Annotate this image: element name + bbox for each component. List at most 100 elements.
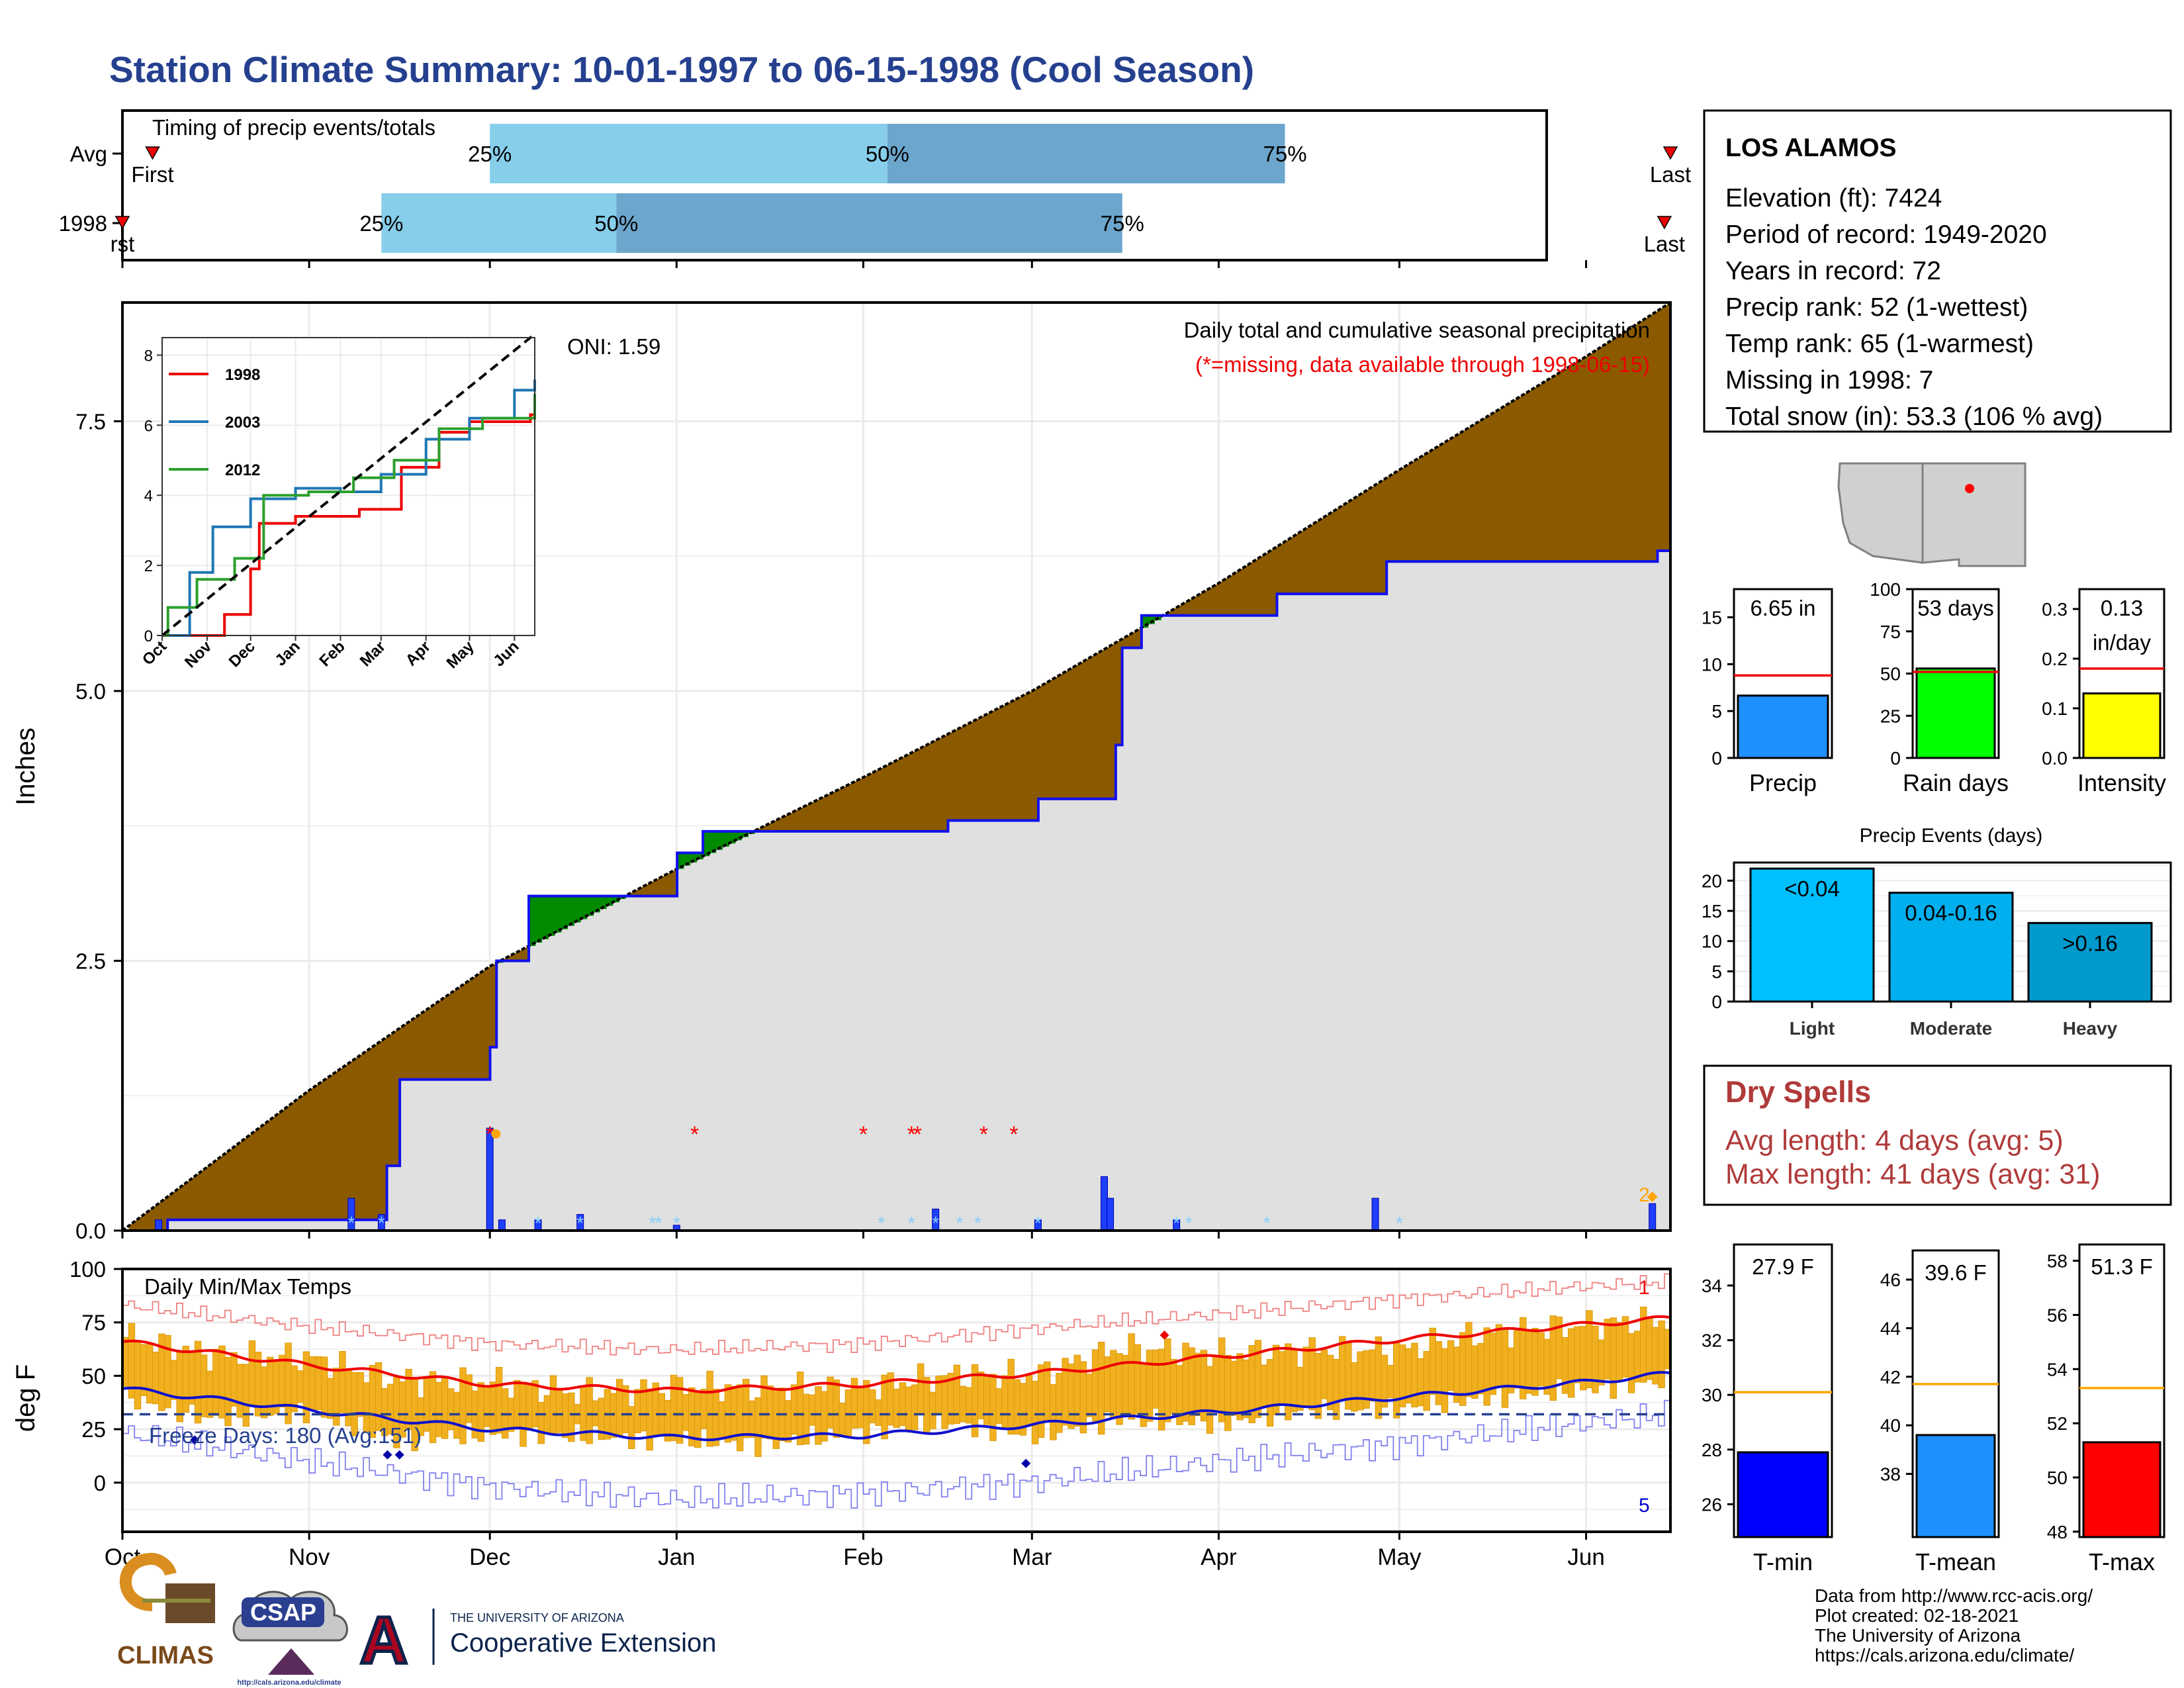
daily-temp-range-bar <box>134 1342 142 1410</box>
record-low-count: 5 <box>1639 1495 1650 1517</box>
record-high-count: 1 <box>1639 1277 1650 1299</box>
daily-temp-range-bar <box>1056 1372 1063 1433</box>
daily-temp-range-bar <box>1152 1349 1160 1409</box>
daily-temp-range-bar <box>1230 1360 1238 1416</box>
precip-events-frame-top <box>1733 861 2172 1003</box>
temp-y-tick-label: 100 <box>69 1257 106 1282</box>
temp-stat-label: T-max <box>2089 1548 2155 1575</box>
precip-event-category-label: Heavy <box>2063 1018 2118 1039</box>
missing-data-marker: * <box>486 1122 494 1147</box>
daily-temp-range-bar <box>435 1382 443 1437</box>
daily-temp-range-bar <box>285 1342 292 1425</box>
snow-marker: * <box>347 1213 355 1233</box>
daily-temp-range-bar <box>796 1372 804 1446</box>
temp-y-tick-label: 25 <box>81 1417 106 1442</box>
daily-temp-range-bar <box>260 1366 268 1419</box>
temp-x-tick-label: Jun <box>1567 1544 1604 1570</box>
daily-temp-range-bar <box>1266 1359 1274 1427</box>
temp-stat-bar-t-max <box>2082 1441 2161 1538</box>
temp-stat-y-tick-label: 56 <box>2047 1305 2068 1325</box>
dry-spells-max: Max length: 41 days (avg: 31) <box>1725 1158 2100 1190</box>
precip-panel-frame <box>121 301 1672 1232</box>
timing-label-25: 25% <box>359 211 403 236</box>
last-event-label: Last <box>1650 162 1691 187</box>
daily-temp-range-bar <box>899 1382 907 1427</box>
daily-temp-range-bar <box>1050 1383 1057 1440</box>
daily-temp-range-bar <box>1429 1327 1436 1395</box>
inset-y-tick-label: 2 <box>144 557 153 575</box>
daily-temp-range-bar <box>1001 1375 1009 1430</box>
daily-temp-range-bar <box>170 1360 177 1400</box>
daily-temp-range-bar <box>1658 1320 1665 1388</box>
daily-temp-range-bar <box>682 1394 690 1431</box>
stat-y-tick-label: 5 <box>1711 701 1722 722</box>
stat-value-label: 0.13 <box>2101 596 2143 620</box>
first-event-marker <box>114 216 130 230</box>
temp-x-tick-label: Feb <box>843 1544 883 1570</box>
daily-temp-range-bar <box>1206 1366 1214 1434</box>
daily-temp-range-bar <box>749 1400 756 1438</box>
daily-temp-range-bar <box>514 1380 521 1427</box>
daily-temp-range-bar <box>279 1354 286 1408</box>
daily-temp-range-bar <box>718 1401 726 1438</box>
daily-temp-range-bar <box>863 1380 870 1444</box>
daily-temp-range-bar <box>977 1371 985 1419</box>
daily-temp-range-bar <box>1013 1379 1021 1434</box>
daily-temp-range-bar <box>1369 1349 1376 1402</box>
end-marker <box>1647 1192 1658 1202</box>
daily-temp-range-bar <box>248 1340 256 1407</box>
csap-url: http://cals.arizona.edu/climate <box>237 1679 341 1687</box>
daily-temp-range-bar <box>495 1367 503 1434</box>
daily-temp-range-bar <box>1561 1337 1569 1394</box>
daily-temp-range-bar <box>743 1379 750 1438</box>
timing-row-label: Avg <box>70 142 107 166</box>
daily-temp-range-bar <box>1073 1354 1081 1427</box>
daily-temp-range-bar <box>1285 1343 1292 1421</box>
climas-logo: CLIMAS <box>117 1552 215 1669</box>
daily-temp-range-bar <box>188 1351 196 1405</box>
stat-y-tick-label: 0 <box>1890 748 1901 769</box>
timing-bar-50-75 <box>616 193 1122 253</box>
precip-panel: * * * * ** * * * * * * * * * * * * * * ** * * 0.02.55.07.5 I… <box>11 301 1672 1243</box>
daily-temp-range-bar <box>1332 1358 1340 1420</box>
dry-spells-avg: Avg length: 4 days (avg: 5) <box>1725 1125 2064 1156</box>
average-tmax-line <box>122 1315 1671 1394</box>
station-period: Period of record: 1949-2020 <box>1725 220 2047 249</box>
station-info-box: LOS ALAMOS Elevation (ft): 7424 Period o… <box>1703 109 2172 433</box>
missing-data-marker: * <box>913 1122 922 1147</box>
daily-temp-range-bar <box>1495 1324 1503 1387</box>
daily-temp-range-bar <box>1627 1333 1635 1393</box>
daily-temp-range-bar <box>1122 1354 1129 1417</box>
snow-marker: * <box>1185 1213 1192 1233</box>
snow-marker: * <box>974 1213 981 1233</box>
daily-temp-range-bar <box>875 1399 882 1427</box>
daily-temp-range-bar <box>1146 1350 1154 1422</box>
climas-logo-block <box>165 1583 215 1623</box>
daily-temp-range-bar <box>929 1391 936 1429</box>
snow-marker: * <box>535 1213 542 1233</box>
daily-temp-range-bar <box>923 1377 931 1434</box>
stat-value-unit: in/day <box>2093 630 2152 655</box>
daily-temp-range-bar <box>815 1386 822 1445</box>
credit-university: The University of Arizona <box>1815 1625 2021 1646</box>
precip-event-bar-moderate <box>1888 892 2014 1003</box>
precip-y-tick-label: 5.0 <box>75 679 106 704</box>
snow-marker: * <box>1396 1213 1403 1233</box>
station-location-dot <box>1965 484 1974 493</box>
daily-temp-range-bar <box>1567 1328 1575 1398</box>
daily-precip-bar <box>1107 1197 1115 1231</box>
daily-temp-range-bar <box>1525 1331 1533 1394</box>
daily-temp-range-bar <box>200 1354 208 1417</box>
daily-temp-range-bar <box>736 1384 744 1452</box>
daily-temp-range-bar <box>1375 1336 1383 1419</box>
inset-series-avg <box>161 333 536 637</box>
precip-events-bars: <0.04 Light 0.04-0.16 Moderate >0.16 Heavy <box>1749 867 2153 1039</box>
temp-stat-y-tick-label: 50 <box>2047 1468 2068 1488</box>
temp-stat-y-tick-label: 58 <box>2047 1251 2068 1272</box>
temp-stat-value-label: 27.9 F <box>1752 1254 1814 1279</box>
missing-data-marker: * <box>1009 1122 1018 1147</box>
temp-x-tick-label: Jan <box>658 1544 695 1570</box>
events-y-tick-label: 0 <box>1711 992 1722 1012</box>
precip-event-category-label: Light <box>1790 1018 1835 1039</box>
